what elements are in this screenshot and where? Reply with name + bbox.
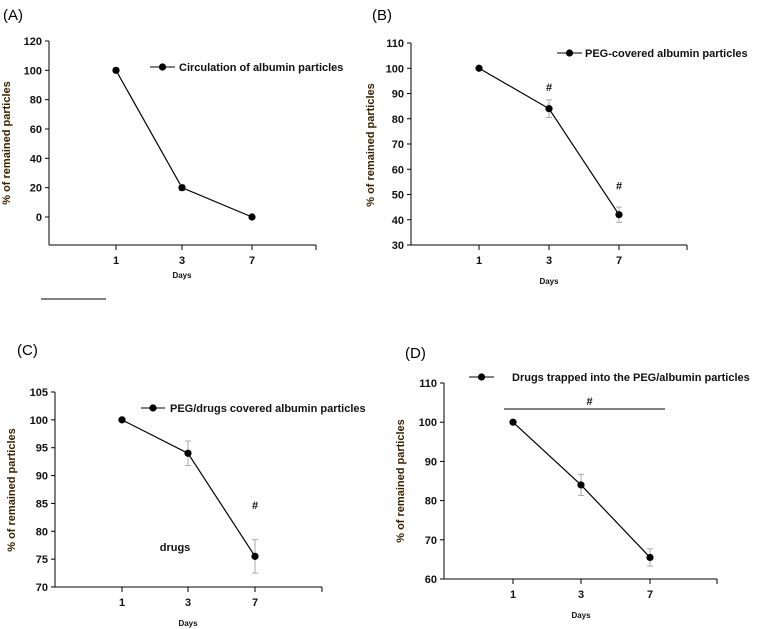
panel-b-y-tick-label: 110 bbox=[386, 38, 404, 50]
panel-c-annotation: drugs bbox=[160, 542, 191, 554]
panel-c-legend-marker bbox=[149, 404, 157, 412]
panel-d-y-tick-label: 100 bbox=[419, 417, 437, 429]
panel-b-y-tick-label: 40 bbox=[392, 215, 404, 227]
panel-a-legend-marker bbox=[158, 63, 167, 71]
panel-a-label: (A) bbox=[3, 7, 23, 24]
panel-c-label: (C) bbox=[17, 342, 38, 359]
panel-c-x-tick-label: 3 bbox=[185, 597, 191, 609]
panel-c-data-point bbox=[118, 416, 126, 424]
panel-c-x-tick-label: 7 bbox=[252, 597, 258, 609]
panel-d-x-axis-label: Days bbox=[571, 611, 591, 620]
panel-b-label: (B) bbox=[372, 7, 392, 24]
panel-c-y-tick-label: 105 bbox=[30, 387, 48, 399]
panel-b-y-tick-label: 90 bbox=[392, 89, 404, 101]
panel-d-y-tick-label: 80 bbox=[425, 496, 437, 508]
panel-a-y-tick-label: 40 bbox=[30, 153, 42, 165]
panel-b-annotation: # bbox=[616, 180, 622, 192]
panel-c-data-point bbox=[184, 449, 192, 457]
panel-d-y-tick-label: 110 bbox=[419, 378, 437, 390]
panel-d-y-tick-label: 60 bbox=[425, 574, 437, 586]
panel-c-y-tick-label: 95 bbox=[36, 443, 48, 455]
panel-c-annotation: # bbox=[252, 500, 258, 512]
panel-a-y-tick-label: 0 bbox=[36, 212, 42, 224]
panel-a-x-tick-label: 1 bbox=[113, 255, 119, 267]
panel-a-y-tick-label: 100 bbox=[24, 65, 42, 77]
panel-b-x-axis-label: Days bbox=[539, 277, 559, 286]
panel-a-series-line bbox=[115, 70, 253, 218]
panel-b-data-point bbox=[545, 105, 553, 113]
panel-c-y-tick-label: 100 bbox=[30, 415, 48, 427]
panel-a-y-tick-label: 20 bbox=[30, 183, 42, 195]
panel-d-y-axis-label: % of remained particles bbox=[395, 419, 407, 543]
panel-c-legend-text: PEG/drugs covered albumin particles bbox=[170, 403, 366, 415]
panel-b-y-tick-label: 30 bbox=[392, 240, 404, 252]
panel-a-x-tick-label: 3 bbox=[179, 255, 185, 267]
panel-a-data-point bbox=[112, 66, 120, 74]
panel-b-x-tick-label: 1 bbox=[476, 255, 482, 267]
panel-a-x-tick-label: 7 bbox=[249, 255, 255, 267]
panel-d-data-point bbox=[509, 418, 517, 426]
panel-b-y-tick-label: 70 bbox=[392, 139, 404, 151]
panel-a-y-axis-label: % of remained particles bbox=[1, 81, 13, 205]
panel-a-y-tick-label: 80 bbox=[30, 95, 42, 107]
panel-b-y-axis-label: % of remained particles bbox=[365, 83, 377, 207]
panel-d-x-tick-label: 1 bbox=[510, 589, 516, 601]
panel-b-y-tick-label: 80 bbox=[392, 114, 404, 126]
panel-c-y-axis-label: % of remained particles bbox=[6, 428, 18, 552]
panel-a-legend-text: Circulation of albumin particles bbox=[179, 62, 343, 74]
panel-b-y-tick-label: 60 bbox=[392, 164, 404, 176]
panel-d-y-tick-label: 70 bbox=[425, 535, 437, 547]
panel-a-x-axis-label: Days bbox=[172, 271, 192, 280]
panel-d-y-tick-label: 90 bbox=[425, 456, 437, 468]
panel-c-y-tick-label: 70 bbox=[36, 582, 48, 594]
panel-d-x-tick-label: 7 bbox=[647, 589, 653, 601]
panel-a-y-tick-label: 120 bbox=[24, 36, 42, 48]
panel-c-x-tick-label: 1 bbox=[119, 597, 125, 609]
panel-b-legend-marker bbox=[565, 49, 574, 57]
panel-b-x-tick-label: 7 bbox=[616, 255, 622, 267]
panel-b-annotation: # bbox=[546, 82, 552, 94]
panel-b-data-point bbox=[475, 64, 483, 72]
panel-c-y-tick-label: 85 bbox=[36, 498, 48, 510]
panel-b-legend-text: PEG-covered albumin particles bbox=[585, 48, 748, 60]
panel-b-y-tick-label: 50 bbox=[392, 190, 404, 202]
panel-b-y-tick-label: 100 bbox=[386, 63, 404, 75]
panel-b-data-point bbox=[615, 211, 623, 219]
panel-d-legend-marker bbox=[477, 373, 486, 381]
panel-d-x-tick-label: 3 bbox=[578, 589, 584, 601]
panel-c-series-line bbox=[121, 419, 256, 557]
panel-b-x-tick-label: 3 bbox=[546, 255, 552, 267]
panel-c-y-tick-label: 75 bbox=[36, 554, 48, 566]
panel-c-y-tick-label: 90 bbox=[36, 471, 48, 483]
panel-c-y-tick-label: 80 bbox=[36, 526, 48, 538]
panel-d-label: (D) bbox=[405, 345, 426, 362]
panel-d-significance-label: # bbox=[586, 396, 592, 408]
panel-a-data-point bbox=[178, 184, 186, 192]
panel-c-data-point bbox=[251, 552, 259, 560]
panel-a-data-point bbox=[248, 213, 256, 221]
panel-a-y-tick-label: 60 bbox=[30, 124, 42, 136]
panel-d-legend-text: Drugs trapped into the PEG/albumin parti… bbox=[512, 372, 750, 384]
panel-d-data-point bbox=[646, 553, 654, 562]
panel-d-data-point bbox=[577, 481, 585, 489]
panel-c-x-axis-label: Days bbox=[178, 619, 198, 628]
